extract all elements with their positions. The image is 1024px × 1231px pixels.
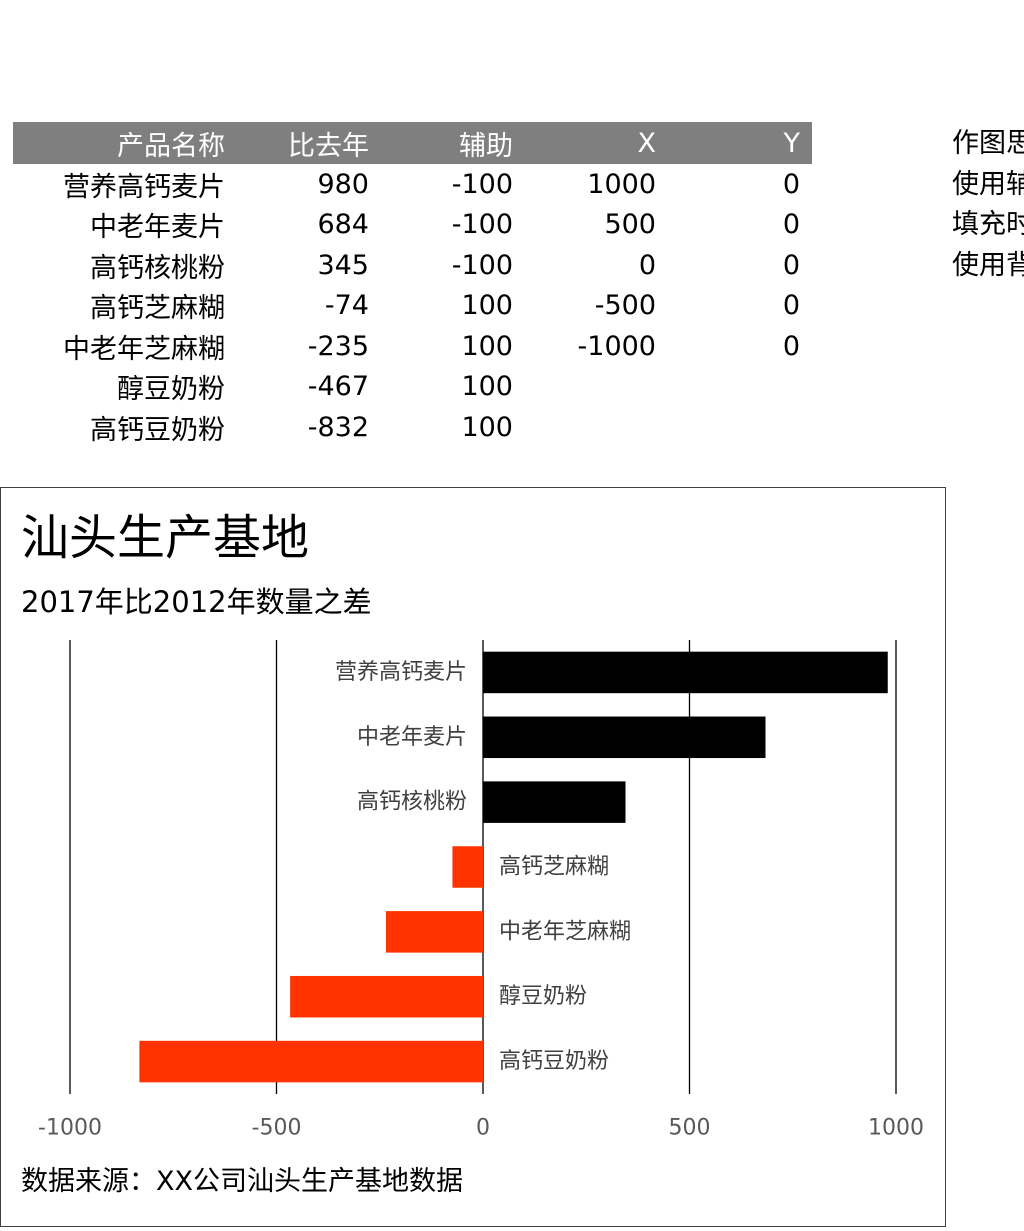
cell-helper[interactable]: 100 <box>461 290 513 322</box>
x-tick-label: -1000 <box>38 1116 102 1141</box>
cell-x[interactable]: 1000 <box>587 168 656 200</box>
bar[interactable] <box>385 911 483 953</box>
cell-x[interactable]: 0 <box>638 249 656 281</box>
cell-helper[interactable]: -100 <box>451 209 513 241</box>
chart-source: 数据来源：XX公司汕头生产基地数据 <box>21 1166 463 1197</box>
chart-area[interactable]: 汕头生产基地 2017年比2012年数量之差 营养高钙麦片中老年麦片高钙核桃粉高… <box>0 487 946 1227</box>
table-row: 中老年麦片 684 -100 500 0 <box>13 205 812 246</box>
header-vs-last-year[interactable]: 比去年 <box>237 122 381 164</box>
table-row: 中老年芝麻糊 -235 100 -1000 0 <box>13 326 812 367</box>
side-note[interactable]: 作图思 <box>952 128 1024 159</box>
category-label: 营养高钙麦片 <box>335 660 467 685</box>
cell-y[interactable]: 0 <box>782 249 800 281</box>
side-note[interactable]: 使用辅 <box>952 168 1024 200</box>
cell-x[interactable] <box>525 367 668 408</box>
cell-vs-last-year[interactable]: 980 <box>317 168 369 200</box>
category-label: 高钙核桃粉 <box>357 790 467 815</box>
table-header-row: 产品名称 比去年 辅助 X Y <box>13 122 812 164</box>
x-tick-label: 1000 <box>868 1116 924 1141</box>
bar[interactable] <box>139 1040 483 1083</box>
cell-helper[interactable]: 100 <box>461 330 513 362</box>
cell-y[interactable] <box>668 367 812 408</box>
cell-product-name[interactable]: 高钙芝麻糊 <box>90 293 225 325</box>
category-label: 醇豆奶粉 <box>499 984 587 1009</box>
cell-helper[interactable]: -100 <box>451 168 513 200</box>
category-label: 高钙芝麻糊 <box>499 855 609 880</box>
cell-product-name[interactable]: 中老年芝麻糊 <box>63 333 225 365</box>
side-note[interactable]: 填充时 <box>952 209 1024 240</box>
bar[interactable] <box>290 975 483 1018</box>
cell-x[interactable]: -500 <box>594 290 656 322</box>
table-row: 高钙豆奶粉 -832 100 <box>13 407 812 448</box>
cell-y[interactable] <box>668 407 812 448</box>
category-label: 中老年麦片 <box>357 725 467 750</box>
cell-product-name[interactable]: 营养高钙麦片 <box>63 171 225 203</box>
cell-vs-last-year[interactable]: -832 <box>307 411 369 443</box>
side-note[interactable]: 使用背 <box>952 249 1024 281</box>
cell-helper[interactable]: -100 <box>451 249 513 281</box>
cell-product-name[interactable]: 高钙豆奶粉 <box>90 414 225 446</box>
bar[interactable] <box>452 846 483 888</box>
x-tick-label: 500 <box>669 1116 711 1141</box>
cell-helper[interactable]: 100 <box>461 411 513 443</box>
cell-product-name[interactable]: 高钙核桃粉 <box>90 252 225 284</box>
table-row: 高钙芝麻糊 -74 100 -500 0 <box>13 286 812 327</box>
side-notes: 作图思 使用辅 填充时 使用背 <box>952 124 1024 286</box>
header-y[interactable]: Y <box>668 122 812 164</box>
cell-y[interactable]: 0 <box>782 330 800 362</box>
category-label: 高钙豆奶粉 <box>499 1049 609 1074</box>
cell-y[interactable]: 0 <box>782 168 800 200</box>
bar[interactable] <box>483 716 766 759</box>
table-row: 营养高钙麦片 980 -100 1000 0 <box>13 164 812 205</box>
bar[interactable] <box>483 781 626 823</box>
table-row: 高钙核桃粉 345 -100 0 0 <box>13 245 812 286</box>
cell-vs-last-year[interactable]: -235 <box>307 330 369 362</box>
cell-vs-last-year[interactable]: -74 <box>324 290 369 322</box>
cell-helper[interactable]: 100 <box>461 371 513 403</box>
x-tick-label: 0 <box>476 1116 490 1141</box>
cell-y[interactable]: 0 <box>782 290 800 322</box>
cell-x[interactable]: -1000 <box>577 330 656 362</box>
bar[interactable] <box>483 651 888 694</box>
cell-vs-last-year[interactable]: 345 <box>317 249 369 281</box>
cell-y[interactable]: 0 <box>782 209 800 241</box>
header-helper[interactable]: 辅助 <box>381 122 525 164</box>
cell-product-name[interactable]: 中老年麦片 <box>90 212 225 244</box>
table-row: 醇豆奶粉 -467 100 <box>13 367 812 408</box>
cell-vs-last-year[interactable]: -467 <box>307 371 369 403</box>
category-label: 中老年芝麻糊 <box>499 919 631 944</box>
data-table: 产品名称 比去年 辅助 X Y 营养高钙麦片 980 -100 1000 0 中… <box>13 122 812 448</box>
header-x[interactable]: X <box>525 122 668 164</box>
header-product-name[interactable]: 产品名称 <box>13 122 237 164</box>
chart-subtitle: 2017年比2012年数量之差 <box>21 585 372 619</box>
cell-x[interactable]: 500 <box>604 209 656 241</box>
chart-title: 汕头生产基地 <box>21 510 310 566</box>
cell-vs-last-year[interactable]: 684 <box>317 209 369 241</box>
x-tick-label: -500 <box>252 1116 302 1141</box>
cell-x[interactable] <box>525 407 668 448</box>
cell-product-name[interactable]: 醇豆奶粉 <box>117 374 225 406</box>
